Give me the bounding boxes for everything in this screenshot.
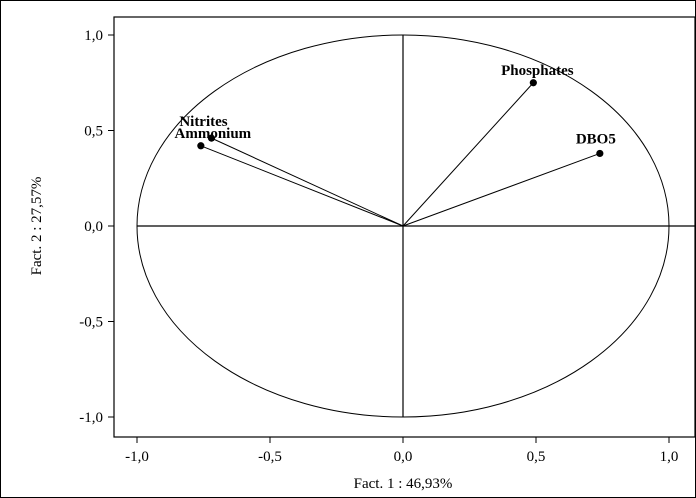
vector-dbo5 — [402, 152, 601, 227]
plot-area — [113, 16, 695, 438]
vector-ammonium — [200, 145, 404, 227]
x-tick-label: -0,5 — [258, 449, 282, 465]
vector-nitrites — [211, 137, 404, 227]
y-tick-label: 0,5 — [84, 124, 103, 140]
vector-phosphates — [402, 82, 534, 227]
point-dbo5 — [596, 149, 604, 158]
x-tick-label: 0,0 — [394, 449, 413, 465]
x-tick-label: 1,0 — [660, 449, 679, 465]
label-dbo5: DBO5 — [576, 131, 616, 147]
label-phosphates: Phosphates — [501, 63, 574, 79]
y-axis-label: Fact. 2 : 27,57% — [29, 177, 45, 276]
x-tick-label: -1,0 — [125, 449, 149, 465]
label-ammonium: Ammonium — [175, 126, 252, 142]
x-axis-label: Fact. 1 : 46,93% — [354, 476, 453, 492]
x-tick-label: 0,5 — [527, 449, 546, 465]
label-nitrites: Nitrites — [179, 114, 227, 130]
y-tick-label: -0,5 — [79, 315, 103, 331]
y-ticks: 1,0 0,5 0,0 -0,5 -1,0 — [79, 28, 114, 426]
y-tick-label: 1,0 — [84, 28, 103, 44]
y-tick-label: 0,0 — [84, 219, 103, 235]
point-phosphates — [529, 79, 537, 87]
point-nitrites — [207, 134, 216, 142]
point-ammonium — [197, 142, 205, 150]
x-ticks: -1,0 -0,5 0,0 0,5 1,0 — [125, 437, 678, 465]
y-tick-label: -1,0 — [79, 410, 103, 426]
